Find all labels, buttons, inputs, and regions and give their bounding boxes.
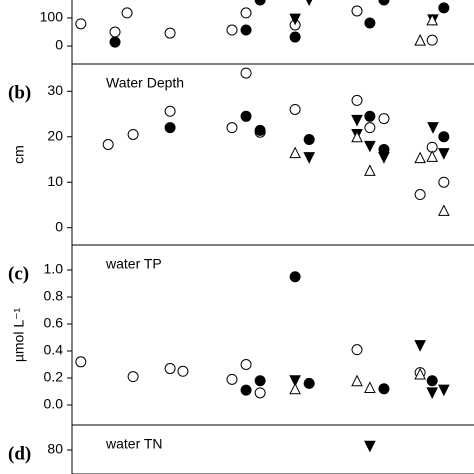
point [303, 377, 315, 389]
point [289, 382, 301, 395]
point [351, 374, 363, 387]
y-tick-label: 0.8 [44, 288, 64, 304]
point [289, 31, 301, 43]
point [351, 130, 363, 143]
point [75, 18, 87, 30]
y-tick-label: 1.0 [44, 261, 64, 277]
point [351, 344, 363, 356]
point [226, 122, 238, 134]
point [351, 114, 363, 127]
point [414, 340, 426, 352]
point [109, 26, 121, 38]
y-tick-label: 30 [47, 82, 63, 98]
point [164, 27, 176, 39]
point [254, 0, 266, 6]
point [289, 103, 301, 115]
point [427, 122, 439, 134]
point [378, 0, 390, 6]
y-tick-label: 80 [47, 441, 63, 457]
point [127, 371, 139, 383]
point [351, 5, 363, 17]
point [414, 367, 426, 380]
point [240, 384, 252, 396]
point [438, 384, 450, 397]
point [289, 375, 301, 387]
point [289, 271, 301, 283]
point [414, 34, 426, 46]
panel-label: (b) [8, 82, 31, 103]
point [164, 105, 176, 117]
point [121, 7, 133, 19]
point [438, 2, 450, 14]
point [438, 148, 450, 160]
point [438, 131, 450, 143]
point [127, 128, 139, 140]
point [426, 150, 439, 162]
point [364, 110, 376, 122]
point [414, 189, 426, 201]
point [364, 140, 376, 153]
point [364, 122, 376, 134]
point [378, 152, 390, 164]
y-tick-label: 0 [55, 218, 63, 234]
point [426, 387, 439, 399]
point [102, 138, 114, 150]
y-tick-label: 0.6 [44, 315, 64, 331]
point [303, 152, 315, 164]
point [240, 110, 252, 122]
point [254, 124, 266, 136]
y-tick-label: 0 [55, 37, 63, 53]
point [303, 133, 315, 145]
panel-title: Water Depth [106, 75, 184, 91]
point [364, 440, 376, 453]
y-tick-label: 0.2 [44, 369, 64, 385]
panel-label: (d) [8, 443, 31, 464]
point [426, 34, 438, 46]
point [164, 122, 176, 134]
y-tick-label: 0.0 [44, 396, 64, 412]
point [254, 375, 266, 387]
point [438, 176, 450, 188]
point [351, 94, 363, 106]
point [240, 24, 252, 36]
point [364, 17, 376, 29]
panel-title: water TP [105, 256, 162, 272]
panel-label: (c) [8, 263, 29, 284]
point [414, 151, 426, 164]
y-axis-label: cm [11, 145, 27, 164]
point [240, 359, 252, 371]
point [426, 13, 439, 26]
point [226, 24, 238, 36]
y-tick-label: 100 [40, 9, 64, 25]
point [164, 363, 176, 375]
point [240, 67, 252, 79]
point [226, 373, 238, 385]
y-tick-label: 0.4 [44, 342, 64, 358]
y-tick-label: 10 [47, 173, 63, 189]
point [240, 7, 252, 19]
point [289, 13, 301, 26]
point [289, 146, 301, 159]
point [438, 204, 450, 216]
point [177, 365, 189, 377]
y-axis-label: µmol L⁻¹ [11, 307, 27, 362]
point [364, 164, 376, 176]
point [426, 375, 438, 387]
point [109, 36, 121, 48]
point [75, 356, 87, 368]
point [378, 113, 390, 125]
point [254, 387, 266, 399]
panel-title: water TN [105, 436, 163, 452]
point [364, 381, 376, 393]
y-tick-label: 20 [47, 127, 63, 143]
point [306, 0, 313, 7]
point [378, 383, 390, 395]
